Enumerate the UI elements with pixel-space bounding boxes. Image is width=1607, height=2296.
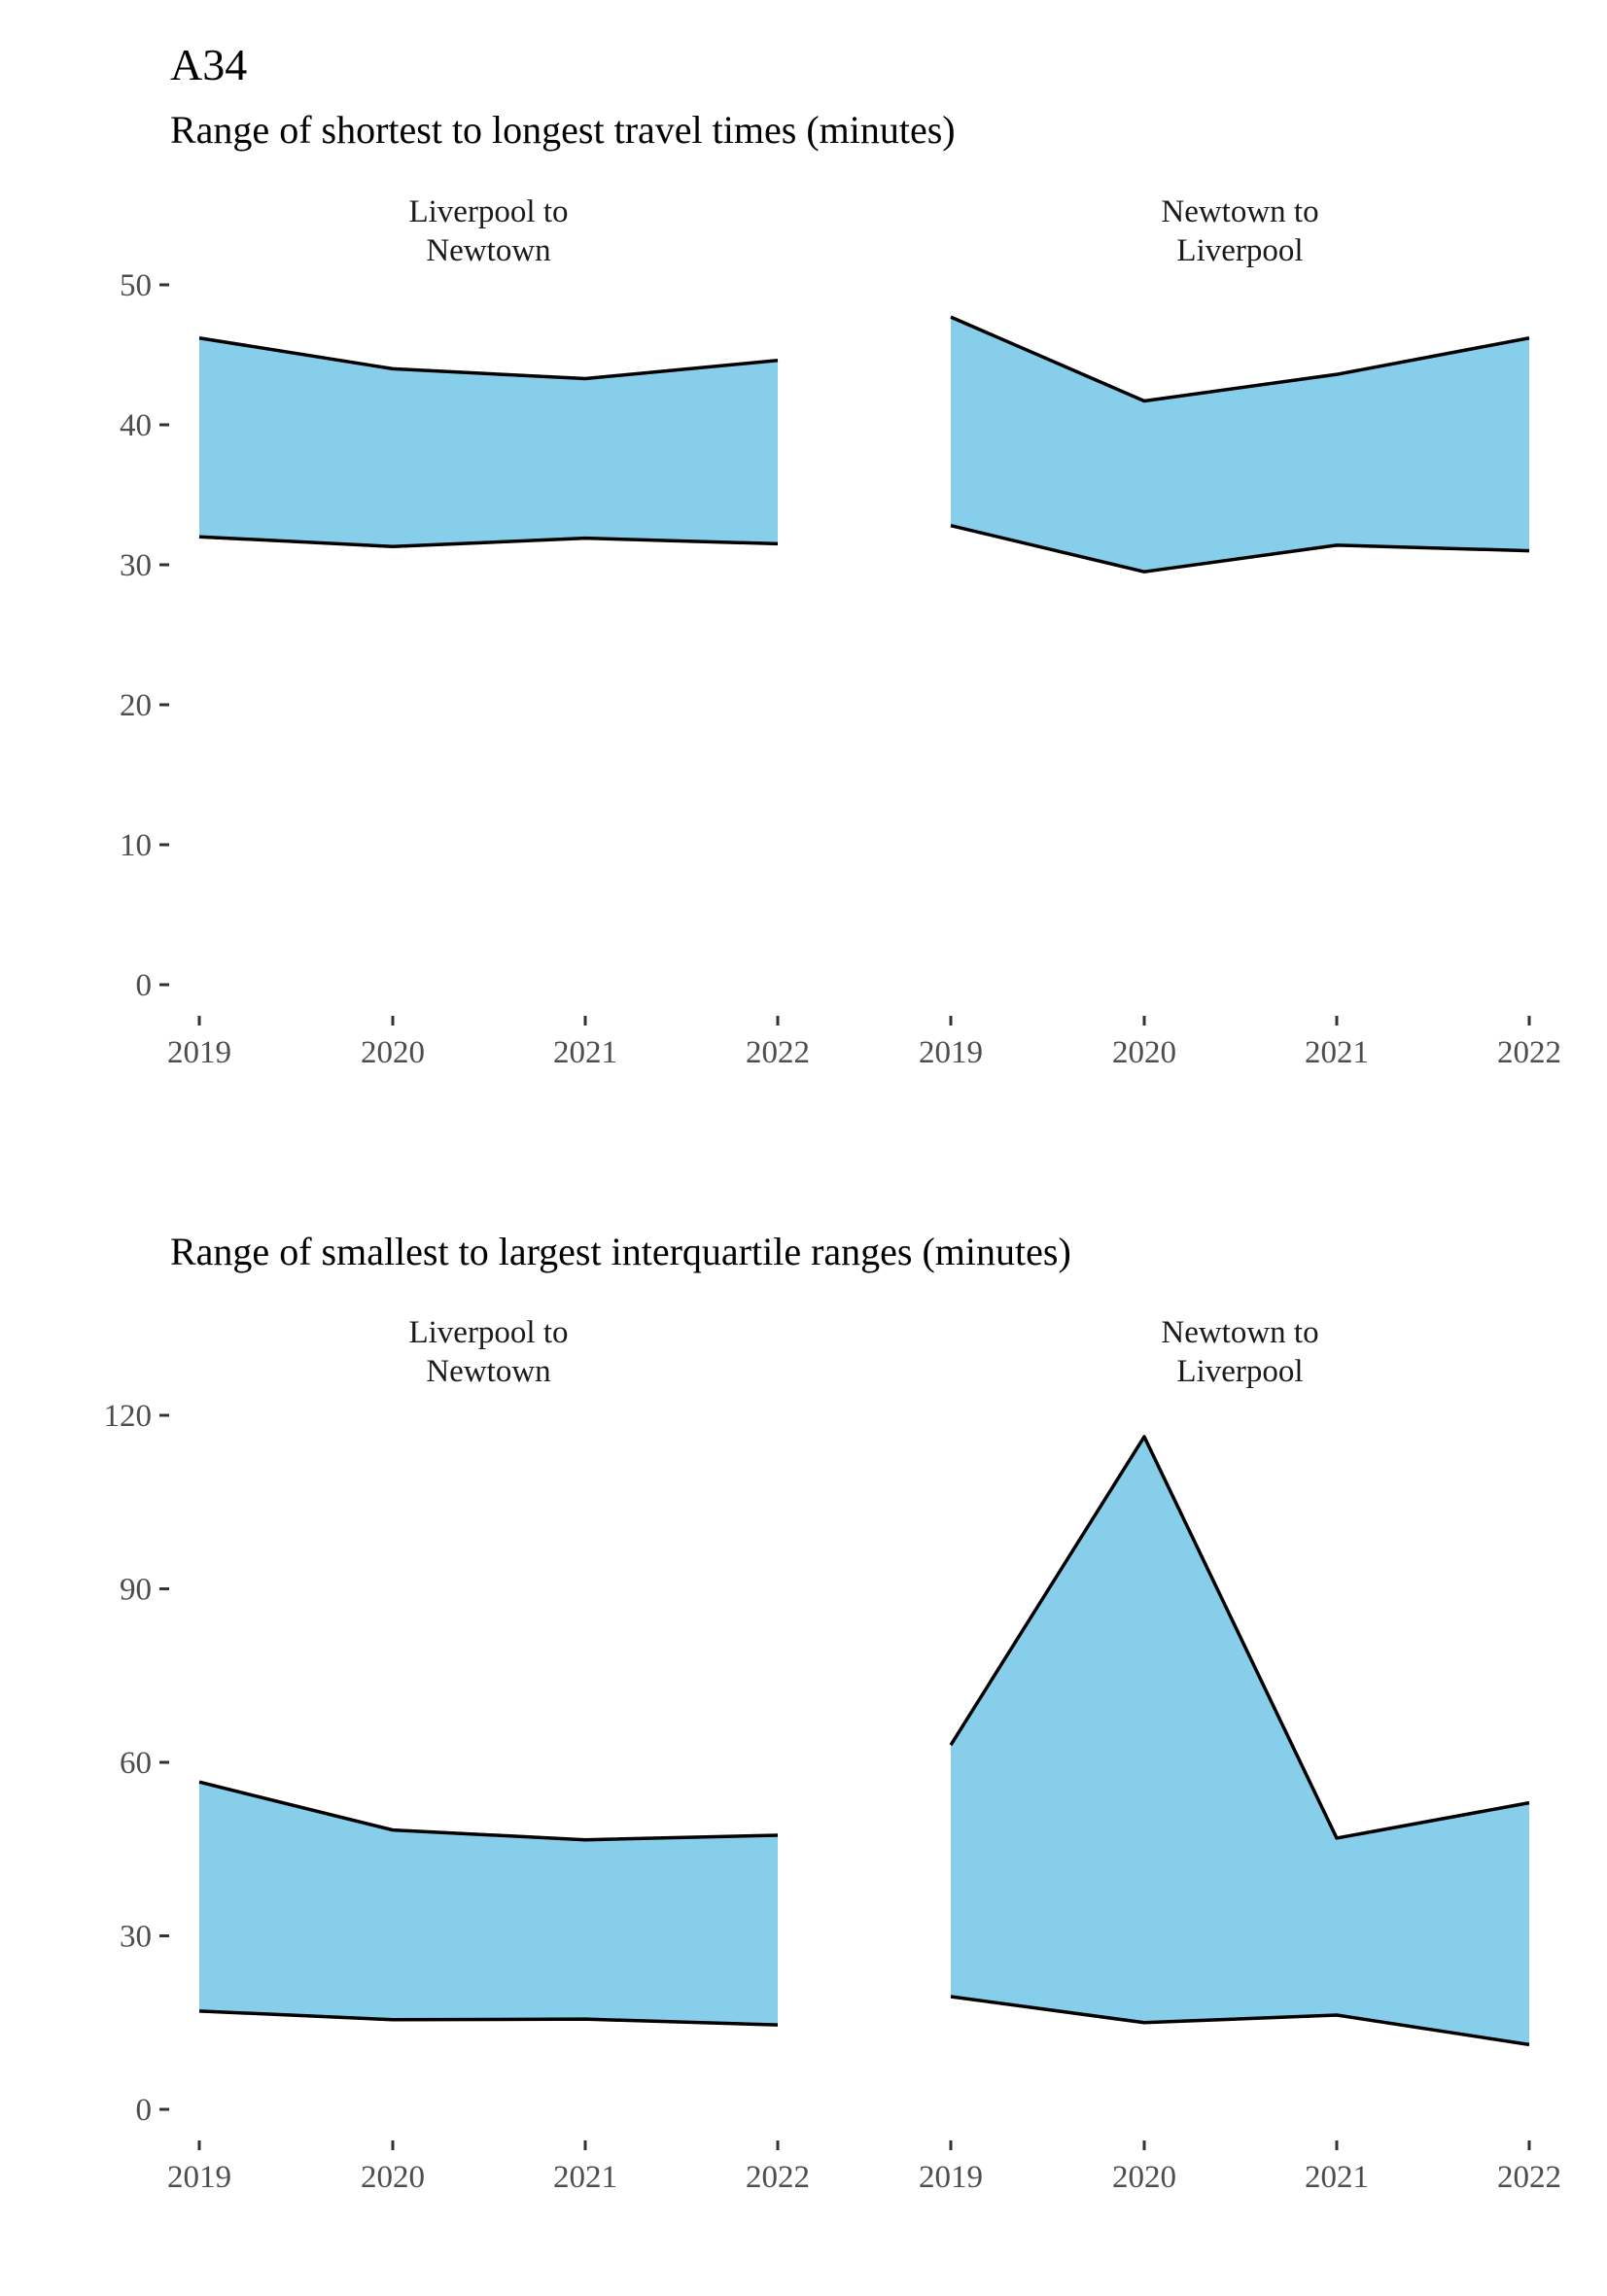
y-tick-label: 120 <box>104 1399 153 1434</box>
x-tick-label: 2021 <box>1305 1035 1369 1070</box>
min-line <box>198 2009 779 2027</box>
chart-title: A34 <box>170 40 247 89</box>
x-tick-label: 2019 <box>919 1035 983 1070</box>
x-tick-label: 2019 <box>167 2160 231 2195</box>
x-tick-label: 2020 <box>361 1035 425 1070</box>
y-tick-label: 90 <box>120 1573 152 1608</box>
x-tick-label: 2022 <box>1497 1035 1561 1070</box>
x-tick-label: 2020 <box>1112 1035 1176 1070</box>
x-tick-label: 2022 <box>1497 2160 1561 2195</box>
x-tick-label: 2019 <box>919 2160 983 2195</box>
min-line <box>198 535 779 549</box>
y-tick-label: 20 <box>120 688 152 723</box>
facet-strip-label: Newtown to <box>1161 194 1318 229</box>
x-tick-label: 2022 <box>746 1035 810 1070</box>
y-tick-label: 50 <box>120 268 152 303</box>
range-ribbon <box>199 1782 778 2026</box>
chart-subtitle: Range of shortest to longest travel time… <box>170 108 956 152</box>
y-tick-label: 60 <box>120 1746 152 1781</box>
y-tick-label: 30 <box>120 548 152 583</box>
x-tick-label: 2020 <box>361 2160 425 2195</box>
x-tick-label: 2020 <box>1112 2160 1176 2195</box>
y-tick-label: 10 <box>120 828 152 863</box>
facet-strip-label: Liverpool to <box>408 194 568 229</box>
max-line <box>949 1435 1530 1840</box>
min-line <box>950 1995 1530 2047</box>
facet-strip-label: Newtown <box>426 1354 550 1389</box>
y-tick-label: 0 <box>136 968 153 1003</box>
min-line <box>950 523 1530 574</box>
range-ribbon <box>199 337 778 547</box>
facet-strip-label: Newtown to <box>1161 1315 1318 1350</box>
y-tick-label: 40 <box>120 408 152 443</box>
range-ribbon <box>951 1437 1529 2045</box>
y-tick-label: 0 <box>136 2093 153 2128</box>
max-line <box>198 335 779 381</box>
max-line <box>198 1780 779 1842</box>
x-tick-label: 2021 <box>553 1035 617 1070</box>
y-tick-label: 30 <box>120 1920 152 1955</box>
facet-strip-label: Newtown <box>426 233 550 268</box>
facet-strip-label: Liverpool to <box>408 1315 568 1350</box>
chart-subtitle: Range of smallest to largest interquarti… <box>170 1230 1071 1273</box>
facet-strip-label: Liverpool <box>1176 233 1303 268</box>
x-tick-label: 2022 <box>746 2160 810 2195</box>
x-tick-label: 2021 <box>1305 2160 1369 2195</box>
max-line <box>950 315 1530 403</box>
x-tick-label: 2021 <box>553 2160 617 2195</box>
facet-strip-label: Liverpool <box>1176 1354 1303 1389</box>
x-tick-label: 2019 <box>167 1035 231 1070</box>
